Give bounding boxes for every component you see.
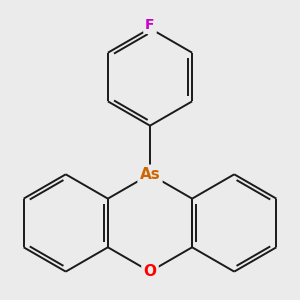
Text: As: As — [140, 167, 160, 182]
Text: O: O — [143, 264, 157, 279]
Text: F: F — [145, 18, 155, 32]
